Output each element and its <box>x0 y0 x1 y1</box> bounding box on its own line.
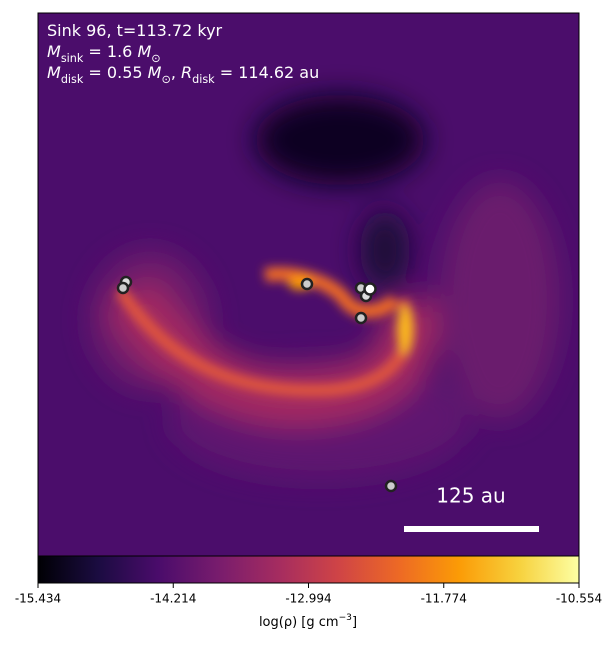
text-segment: ] <box>352 615 357 630</box>
scale-bar-label: 125 au <box>436 484 505 508</box>
sink <box>384 479 398 493</box>
text-segment: , <box>171 63 181 82</box>
text-segment: ⊙ <box>151 52 160 65</box>
text-segment: = 0.55 <box>83 63 147 82</box>
colorbar-label: log(ρ) [g cm−3] <box>259 613 357 630</box>
text-segment: R <box>181 63 192 82</box>
colorbar-ticks: -15.434 -14.214 -12.994 -11.774 -10.554 <box>15 583 602 606</box>
density-image <box>38 13 579 556</box>
text-segment: = 114.62 au <box>215 63 320 82</box>
annotation: Mdisk = 0.55 M⊙, Rdisk = 114.62 au <box>47 63 319 86</box>
annotation: Sink 96, t=113.72 kyr <box>47 21 223 40</box>
colorbar-tick-label: -11.774 <box>421 592 467 606</box>
colorbar-tick-label: -15.434 <box>15 592 61 606</box>
text-segment: −3 <box>339 613 353 623</box>
colorbar <box>37 555 580 584</box>
text-segment: ⊙ <box>161 73 170 86</box>
sinks <box>116 275 398 493</box>
colorbar-tick-label: -10.554 <box>556 592 602 606</box>
sink <box>354 311 368 325</box>
text-segment: M <box>47 42 61 61</box>
text-segment: sink <box>61 52 84 65</box>
sink <box>116 281 130 295</box>
sink <box>363 282 377 296</box>
annotation: Msink = 1.6 M⊙ <box>47 42 161 65</box>
text-segment: M <box>148 63 162 82</box>
sink <box>300 277 314 291</box>
text-segment: = 1.6 <box>83 42 137 61</box>
colorbar-tick-label: -14.214 <box>150 592 196 606</box>
colorbar-tick-label: -12.994 <box>285 592 331 606</box>
text-segment: disk <box>61 73 84 86</box>
text-segment: log(ρ) [g cm <box>259 615 339 630</box>
text-segment: M <box>137 42 151 61</box>
text-segment: M <box>47 63 61 82</box>
text-segment: disk <box>192 73 215 86</box>
text-segment: Sink 96, t=113.72 kyr <box>47 21 223 40</box>
